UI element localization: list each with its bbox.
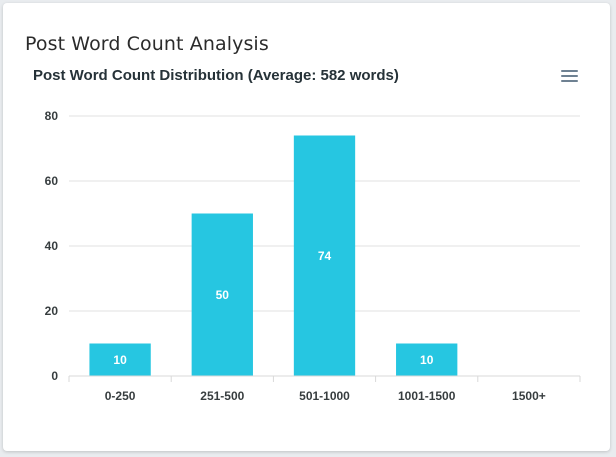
- data-label: 10: [113, 353, 127, 367]
- x-tick-label: 251-500: [200, 389, 244, 403]
- bar: [293, 135, 356, 376]
- x-tick-label: 1001-1500: [398, 389, 456, 403]
- hamburger-menu-icon[interactable]: [561, 70, 578, 83]
- card-title: Post Word Count Analysis: [25, 33, 269, 55]
- bar: [396, 343, 458, 376]
- y-tick-label: 20: [45, 304, 59, 318]
- data-label: 74: [318, 249, 332, 263]
- bar: [191, 213, 253, 376]
- label-layer: 10 50 74 10: [113, 249, 433, 367]
- chart-title: Post Word Count Distribution (Average: 5…: [33, 67, 399, 84]
- x-tick-label: 0-250: [105, 389, 136, 403]
- y-tick-label: 60: [45, 174, 59, 188]
- menu-line: [561, 70, 578, 72]
- axis-layer: 0 20 40 60 80 0-250 251-500 501-1000 1001-1500 15…: [45, 109, 581, 403]
- bar-layer: [89, 135, 458, 376]
- data-label: 10: [420, 353, 434, 367]
- bar: [89, 343, 151, 376]
- x-tick-label: 501-1000: [299, 389, 350, 403]
- x-tick-label: 1500+: [512, 389, 546, 403]
- menu-line: [561, 80, 578, 82]
- y-tick-label: 40: [45, 239, 59, 253]
- y-tick-label: 0: [51, 369, 58, 383]
- menu-line: [561, 75, 578, 77]
- data-label: 50: [216, 288, 230, 302]
- y-tick-label: 80: [45, 109, 59, 123]
